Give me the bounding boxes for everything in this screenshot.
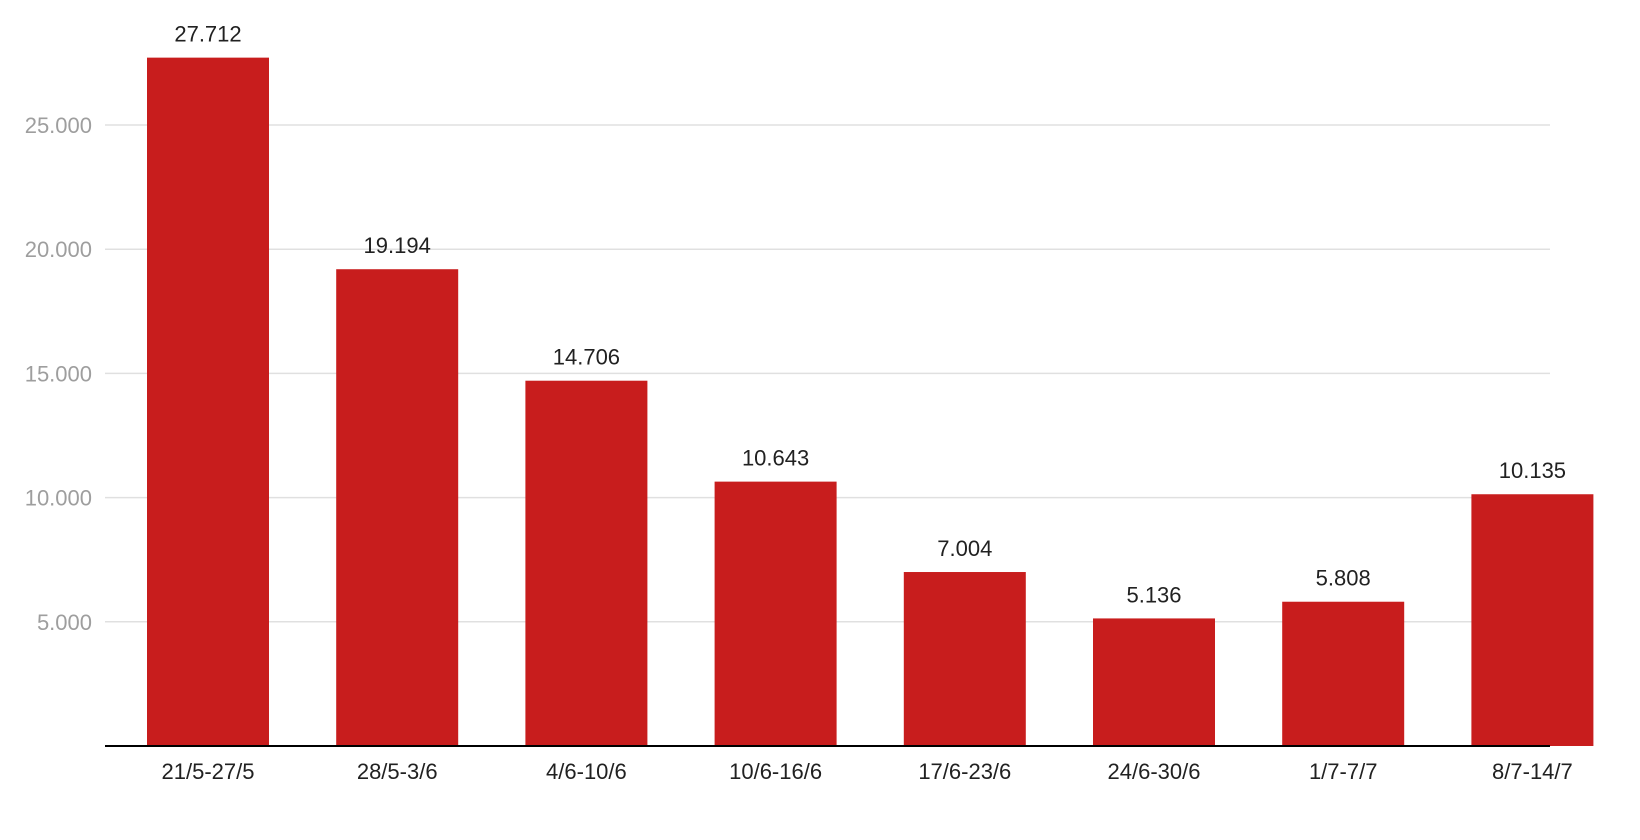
x-tick-label: 10/6-16/6: [729, 759, 822, 784]
data-label: 19.194: [364, 233, 431, 258]
data-labels: 27.712 19.194 14.706 10.643 7.004 5.136 5.808 1…: [174, 22, 1566, 608]
data-label: 10.643: [742, 446, 809, 471]
y-tick-label: 25.000: [25, 113, 92, 138]
bar: [1282, 601, 1405, 746]
data-label: 5.136: [1126, 582, 1181, 607]
x-tick-label: 1/7-7/7: [1309, 759, 1378, 784]
x-tick-label: 21/5-27/5: [162, 759, 255, 784]
bars: [147, 57, 1594, 747]
bar: [336, 269, 459, 746]
data-label: 7.004: [937, 536, 992, 561]
data-label: 5.808: [1316, 566, 1371, 591]
bar: [147, 57, 269, 747]
x-tick-label: 24/6-30/6: [1108, 759, 1201, 784]
bar: [1093, 618, 1215, 746]
data-label: 10.135: [1499, 458, 1566, 483]
bar: [903, 572, 1026, 746]
x-tick-label: 28/5-3/6: [357, 759, 438, 784]
data-label: 27.712: [174, 22, 241, 47]
y-tick-label: 10.000: [25, 486, 92, 511]
bar: [1471, 494, 1594, 746]
y-tick-label: 5.000: [37, 610, 92, 635]
bar: [714, 481, 837, 746]
x-axis-labels: 21/5-27/5 28/5-3/6 4/6-10/6 10/6-16/6 17/6-2…: [162, 759, 1573, 784]
bar: [525, 380, 648, 746]
x-tick-label: 4/6-10/6: [546, 759, 627, 784]
x-tick-label: 17/6-23/6: [918, 759, 1011, 784]
y-tick-label: 15.000: [25, 361, 92, 386]
y-tick-label: 20.000: [25, 237, 92, 262]
y-axis-ticks: 5.000 10.000 15.000 20.000 25.000: [25, 113, 92, 635]
x-tick-label: 8/7-14/7: [1492, 759, 1573, 784]
data-label: 14.706: [553, 345, 620, 370]
